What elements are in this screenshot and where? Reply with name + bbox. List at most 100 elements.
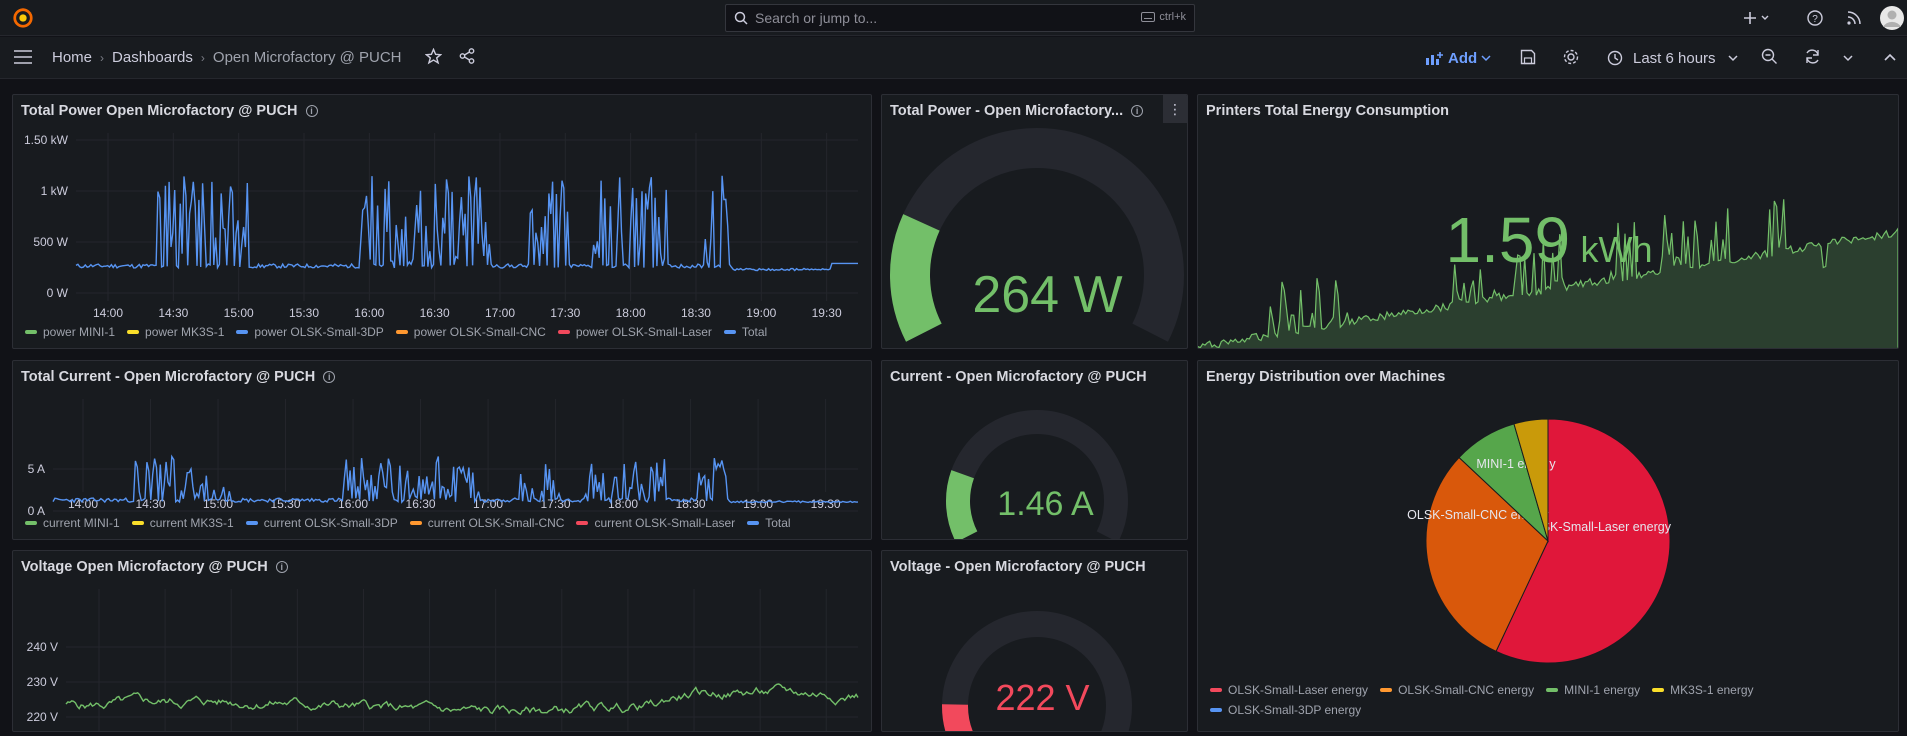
energy-stat-panel: Printers Total Energy Consumption 1.59 k… [1197, 94, 1899, 349]
panel-menu-icon[interactable]: ⋮ [1163, 95, 1187, 123]
y-tick-label: 230 V [27, 675, 58, 689]
top-bar: Search or jump to... ctrl+k ? [0, 0, 1907, 36]
pie-slice-label: OLSK-Small-Laser energy [1525, 520, 1672, 534]
legend-label: current MK3S-1 [149, 516, 234, 530]
current-chart[interactable]: 5 A0 A 14:00 14:30 15:00 15:30 16:00 16:30 17:0… [13, 391, 872, 521]
legend-item[interactable]: current OLSK-Small-3DP [245, 516, 398, 530]
breadcrumb-dashboards[interactable]: Dashboards [112, 49, 193, 66]
legend-item[interactable]: MK3S-1 energy [1652, 683, 1754, 697]
x-tick-label: 16:30 [406, 497, 436, 511]
chevron-up-icon[interactable] [1884, 53, 1896, 61]
chevron-right-icon: › [200, 50, 205, 65]
y-tick-label: 220 V [27, 710, 58, 724]
search-placeholder: Search or jump to... [755, 10, 878, 26]
star-icon[interactable] [425, 48, 442, 65]
x-tick-label: 15:30 [289, 306, 319, 320]
zoom-out-icon[interactable] [1761, 48, 1778, 65]
legend-item[interactable]: OLSK-Small-CNC energy [1380, 683, 1534, 697]
legend-label: OLSK-Small-Laser energy [1228, 683, 1369, 697]
y-tick-label: 500 W [33, 235, 68, 249]
user-avatar-icon[interactable] [1880, 6, 1904, 30]
legend-item[interactable]: power MK3S-1 [127, 325, 224, 339]
legend-item[interactable]: OLSK-Small-Laser energy [1210, 683, 1368, 697]
legend-swatch [1546, 688, 1559, 692]
legend-swatch [723, 330, 736, 334]
grafana-logo-icon[interactable] [12, 7, 34, 29]
refresh-interval-chevron-down-icon[interactable] [1843, 54, 1853, 62]
legend-item[interactable]: current MINI-1 [25, 516, 120, 530]
series-line [75, 175, 858, 272]
legend-swatch [245, 521, 258, 525]
info-icon[interactable]: i [305, 105, 318, 117]
x-tick-label: 18:00 [608, 497, 638, 511]
legend-item[interactable]: current MK3S-1 [131, 516, 234, 530]
legend-item[interactable]: power OLSK-Small-3DP [236, 325, 384, 339]
x-tick-label: 15:30 [271, 497, 301, 511]
info-icon[interactable]: i [275, 561, 288, 573]
legend-label: current MINI-1 [43, 516, 120, 530]
sparkline-area [1198, 199, 1898, 348]
shortcut-label: ctrl+k [1159, 11, 1186, 23]
add-button[interactable]: Add [1426, 47, 1491, 69]
save-icon[interactable] [1520, 49, 1536, 65]
chart-legend: OLSK-Small-Laser energy OLSK-Small-CNC en… [1210, 683, 1898, 717]
panel-title: Current - Open Microfactory @ PUCH [890, 369, 1147, 385]
legend-swatch [131, 521, 144, 525]
panel-title: Energy Distribution over Machines [1206, 369, 1445, 385]
chevron-right-icon: › [100, 50, 105, 65]
pie-slice [1495, 418, 1671, 664]
time-range-picker[interactable]: Last 6 hours [1607, 47, 1738, 69]
panel-title-text: Voltage - Open Microfactory @ PUCH [890, 559, 1146, 575]
legend-item[interactable]: MINI-1 energy [1546, 683, 1640, 697]
x-tick-label: 16:30 [420, 306, 450, 320]
panel-title: Voltage Open Microfactory @ PUCH i [21, 559, 288, 575]
chart-legend: current MINI-1 current MK3S-1 current OLSK… [25, 516, 791, 530]
power-gauge [890, 128, 1184, 342]
legend-item[interactable]: OLSK-Small-3DP energy [1210, 703, 1361, 717]
y-tick-label: 0 A [28, 504, 45, 518]
info-icon[interactable]: i [1131, 105, 1144, 117]
legend-item[interactable]: Total [747, 516, 791, 530]
legend-label: Total [741, 325, 768, 339]
news-rss-icon[interactable] [1846, 10, 1862, 26]
new-plus-icon[interactable] [1744, 8, 1774, 28]
legend-swatch [25, 330, 37, 334]
gauge-fill [946, 470, 978, 539]
search-input[interactable]: Search or jump to... ctrl+k [725, 4, 1195, 32]
legend-swatch [127, 330, 140, 334]
legend-swatch [557, 330, 570, 334]
legend-label: power OLSK-Small-3DP [254, 325, 384, 339]
legend-item[interactable]: power OLSK-Small-CNC [395, 325, 546, 339]
x-tick-label: 19:30 [811, 497, 841, 511]
legend-swatch [1210, 708, 1222, 712]
panel-title-text: Total Power - Open Microfactory... [890, 103, 1124, 119]
help-icon[interactable]: ? [1806, 9, 1824, 27]
legend-item[interactable]: current OLSK-Small-Laser [576, 516, 735, 530]
gear-icon[interactable] [1562, 48, 1580, 66]
legend-item[interactable]: current OLSK-Small-CNC [409, 516, 564, 530]
power-chart[interactable]: 1.50 kW 1 kW 500 W 0 W 14:00 14:30 15:00 15:30 1… [13, 125, 872, 325]
y-tick-label: 240 V [27, 640, 58, 654]
menu-hamburger-icon[interactable] [14, 50, 32, 64]
legend-label: current OLSK-Small-3DP [263, 516, 398, 530]
share-icon[interactable] [459, 48, 475, 64]
legend-label: power OLSK-Small-Laser [575, 325, 712, 339]
refresh-icon[interactable] [1804, 48, 1821, 65]
legend-item[interactable]: power MINI-1 [25, 325, 115, 339]
add-label: Add [1448, 49, 1478, 67]
gauge-fill [942, 704, 973, 731]
breadcrumb-home[interactable]: Home [52, 49, 93, 66]
gauge-value: 264 W [972, 266, 1123, 324]
legend-swatch [1380, 688, 1393, 692]
current-timeseries-panel: Total Current - Open Microfactory @ PUCH… [12, 360, 872, 540]
legend-item[interactable]: power OLSK-Small-Laser [557, 325, 712, 339]
info-icon[interactable]: i [323, 371, 336, 383]
gauge-fill [890, 214, 942, 342]
legend-label: OLSK-Small-CNC energy [1398, 683, 1535, 697]
legend-swatch [236, 330, 249, 334]
legend-item[interactable]: Total [723, 325, 768, 339]
chevron-down-icon [1728, 55, 1738, 62]
legend-label: OLSK-Small-3DP energy [1228, 703, 1362, 717]
